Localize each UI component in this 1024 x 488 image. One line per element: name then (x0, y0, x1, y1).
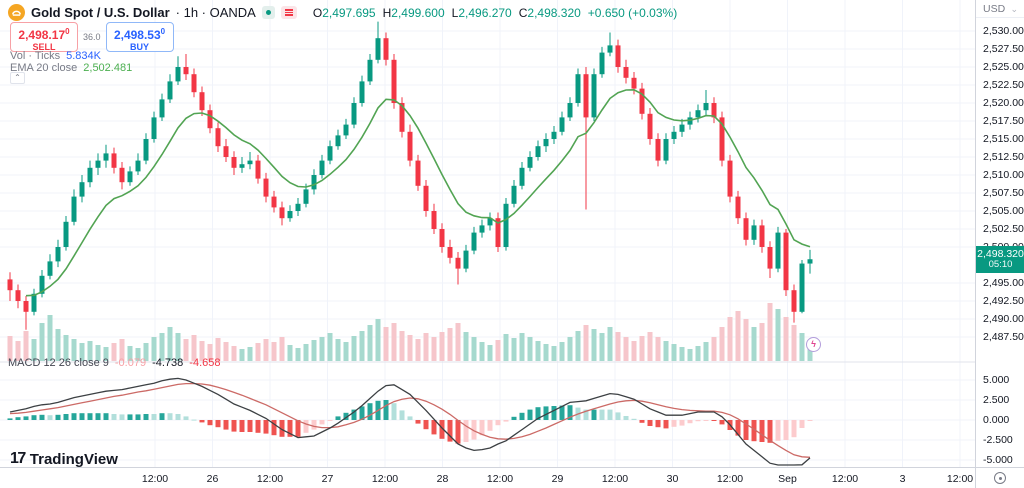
time-tick: 12:00 (256, 473, 284, 485)
ohlc-readout: O2,497.695 H2,499.600 L2,496.270 C2,498.… (312, 5, 678, 20)
price-tick: 2,507.500 (983, 187, 1024, 199)
volume-legend[interactable]: Vol · Ticks 5.834K (10, 50, 101, 62)
buy-button[interactable]: 2,498.530 BUY (105, 22, 174, 52)
price-tick: 2,530.000 (983, 25, 1024, 37)
ema-value: 2,502.481 (83, 62, 133, 74)
time-tick: 26 (206, 473, 219, 485)
axis-corner (975, 467, 1024, 488)
macd-legend[interactable]: MACD 12 26 close 9 -0.079 -4.738 -4.658 (8, 357, 221, 369)
price-axis[interactable]: USD ⌄ 2,498.320 05:10 2,530.000 2,527.500… (975, 0, 1024, 488)
time-tick: 12:00 (831, 473, 859, 485)
price-tick: 2,510.000 (983, 169, 1024, 181)
price-tick: 2,525.000 (983, 61, 1024, 73)
scroll-to-recent-icon[interactable] (994, 472, 1006, 484)
ema-legend[interactable]: EMA 20 close 2,502.481 (10, 62, 133, 74)
currency-label: USD (983, 3, 1006, 15)
symbol-logo-icon[interactable] (8, 4, 25, 21)
macd-scale-tick: -5.000 (983, 454, 1013, 466)
time-tick: 12:00 (601, 473, 629, 485)
spark-button[interactable]: ϟ (806, 337, 821, 352)
chart-canvas[interactable] (0, 0, 975, 467)
symbol-title[interactable]: Gold Spot / U.S. Dollar (31, 5, 170, 20)
high-value: 2,499.600 (391, 5, 445, 20)
price-tick: 2,527.500 (983, 43, 1024, 55)
low-value: 2,496.270 (458, 5, 512, 20)
close-value: 2,498.320 (527, 5, 581, 20)
price-tick: 2,515.000 (983, 133, 1024, 145)
price-tick: 2,490.000 (983, 313, 1024, 325)
price-tick: 2,517.500 (983, 115, 1024, 127)
last-price-badge: 2,498.320 05:10 (976, 246, 1024, 273)
time-tick: 3 (899, 473, 906, 485)
price-tick: 2,495.000 (983, 277, 1024, 289)
time-tick: 12:00 (371, 473, 399, 485)
last-price: 2,498.320 (977, 248, 1024, 260)
macd-line-value: -4.738 (152, 357, 184, 369)
tradingview-wordmark: TradingView (29, 450, 118, 468)
time-tick: 12:00 (486, 473, 514, 485)
symbol-header: Gold Spot / U.S. Dollar · 1h · OANDA O2,… (8, 4, 677, 21)
bar-countdown: 05:10 (988, 259, 1013, 270)
time-tick: 12:00 (716, 473, 744, 485)
macd-scale-tick: 0.000 (983, 414, 1010, 426)
price-tick: 2,487.500 (983, 331, 1024, 343)
symbol-interval-exchange[interactable]: · 1h · OANDA (175, 5, 256, 20)
change-value: +0.650 (+0.03%) (587, 5, 678, 20)
time-tick: 27 (321, 473, 334, 485)
market-status-icon[interactable] (261, 6, 275, 19)
price-tick: 2,502.500 (983, 223, 1024, 235)
tradingview-mark-icon: 17 (10, 450, 26, 467)
time-tick: Sep (778, 473, 797, 485)
open-value: 2,497.695 (322, 5, 376, 20)
price-tick: 2,520.000 (983, 97, 1024, 109)
sell-button[interactable]: 2,498.170 SELL (10, 22, 78, 52)
macd-signal-value: -4.658 (189, 357, 221, 369)
time-tick: 29 (551, 473, 564, 485)
axis-caret-icon[interactable]: ⌄ (1010, 3, 1018, 14)
spread-value: 36.0 (83, 32, 101, 42)
time-tick: 30 (666, 473, 679, 485)
news-icon[interactable] (280, 6, 297, 19)
time-tick: 28 (436, 473, 449, 485)
price-tick: 2,492.500 (983, 295, 1024, 307)
macd-scale-tick: -2.500 (983, 434, 1013, 446)
price-tick: 2,522.500 (983, 79, 1024, 91)
macd-scale-tick: 2.500 (983, 394, 1010, 406)
price-tick: 2,505.000 (983, 205, 1024, 217)
price-tick: 2,512.500 (983, 151, 1024, 163)
time-axis[interactable]: 12:00 26 12:00 27 12:00 28 12:00 29 12:00 30 12:00… (0, 467, 975, 488)
time-tick: 12:00 (141, 473, 169, 485)
macd-histogram-value: -0.079 (114, 357, 147, 369)
tradingview-logo[interactable]: 17 TradingView (10, 450, 118, 468)
macd-scale-tick: 5.000 (983, 374, 1010, 386)
trade-panel: 2,498.170 SELL 36.0 2,498.530 BUY (10, 22, 174, 52)
volume-value: 5.834K (66, 50, 101, 62)
time-tick: 12:00 (946, 473, 974, 485)
collapse-indicators-button[interactable]: ⌃ (10, 72, 25, 84)
